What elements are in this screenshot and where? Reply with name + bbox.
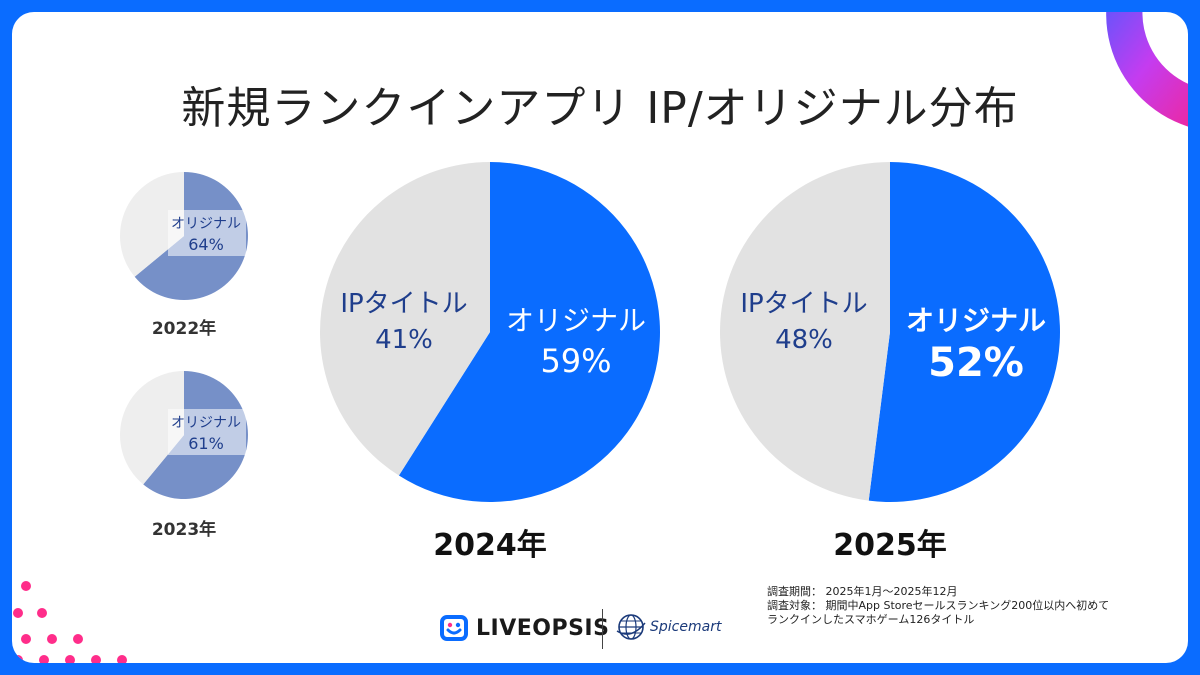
target-value-2: ランクインしたスマホゲーム126タイトル bbox=[767, 613, 975, 626]
slice-label-original: オリジナル bbox=[171, 216, 241, 232]
period-label: 調査期間： bbox=[767, 585, 822, 598]
slice-label-ip: IPタイトル bbox=[740, 289, 867, 319]
pie-chart-2023: オリジナル 61% bbox=[120, 371, 248, 499]
pie-slice-original bbox=[868, 162, 1061, 502]
slice-value-original: 59% bbox=[540, 342, 611, 380]
pink-arc-decoration bbox=[1106, 12, 1188, 127]
slice-label-original: オリジナル bbox=[171, 415, 241, 431]
target-label: 調査対象： bbox=[767, 599, 822, 612]
label-backing bbox=[168, 409, 246, 455]
survey-notes: 調査期間： 2025年1月～2025年12月 調査対象： 期間中App Stor… bbox=[767, 585, 1109, 627]
liveopsis-logo: LIVEOPSIS bbox=[440, 615, 609, 641]
slice-label-original: オリジナル bbox=[906, 304, 1046, 337]
year-label-2025: 2025年 bbox=[833, 528, 947, 563]
liveopsis-wordmark: LIVEOPSIS bbox=[476, 615, 610, 641]
slice-value-original: 61% bbox=[188, 434, 224, 453]
slice-label-ip: IPタイトル bbox=[340, 289, 467, 319]
target-value-1: 期間中App Storeセールスランキング200位以内へ初めて bbox=[825, 599, 1110, 612]
pie-slice-ip bbox=[120, 172, 184, 277]
year-label-2024: 2024年 bbox=[433, 528, 547, 563]
slice-value-original: 52% bbox=[928, 340, 1024, 386]
pink-dots-decoration bbox=[13, 581, 127, 663]
pie-chart-2022: オリジナル 64% bbox=[120, 172, 248, 300]
slice-value-ip: 41% bbox=[375, 325, 433, 355]
slice-label-original: オリジナル bbox=[506, 304, 646, 337]
slide-card: 新規ランクインアプリ IP/オリジナル分布 オリジナル 64% 2022年 オリジ… bbox=[12, 12, 1188, 663]
pie-slice-original bbox=[398, 162, 660, 502]
slice-value-original: 64% bbox=[188, 235, 224, 254]
year-label-2023: 2023年 bbox=[151, 520, 217, 540]
pie-slice-ip bbox=[120, 371, 184, 485]
liveopsis-mark-icon bbox=[440, 615, 468, 641]
globe-icon bbox=[616, 614, 646, 640]
spicemart-wordmark: Spicemart bbox=[650, 619, 722, 635]
pie-slice-ip bbox=[720, 162, 890, 501]
year-label-2022: 2022年 bbox=[151, 319, 217, 339]
period-value: 2025年1月～2025年12月 bbox=[825, 585, 958, 598]
spicemart-logo: Spicemart bbox=[614, 610, 721, 644]
pie-chart-2024: オリジナル 59% IPタイトル 41% bbox=[320, 162, 660, 502]
slice-value-ip: 48% bbox=[775, 325, 833, 355]
label-backing bbox=[168, 210, 246, 256]
logo-divider bbox=[602, 609, 603, 649]
page-title: 新規ランクインアプリ IP/オリジナル分布 bbox=[181, 83, 1019, 134]
pie-slice-ip bbox=[320, 162, 490, 476]
